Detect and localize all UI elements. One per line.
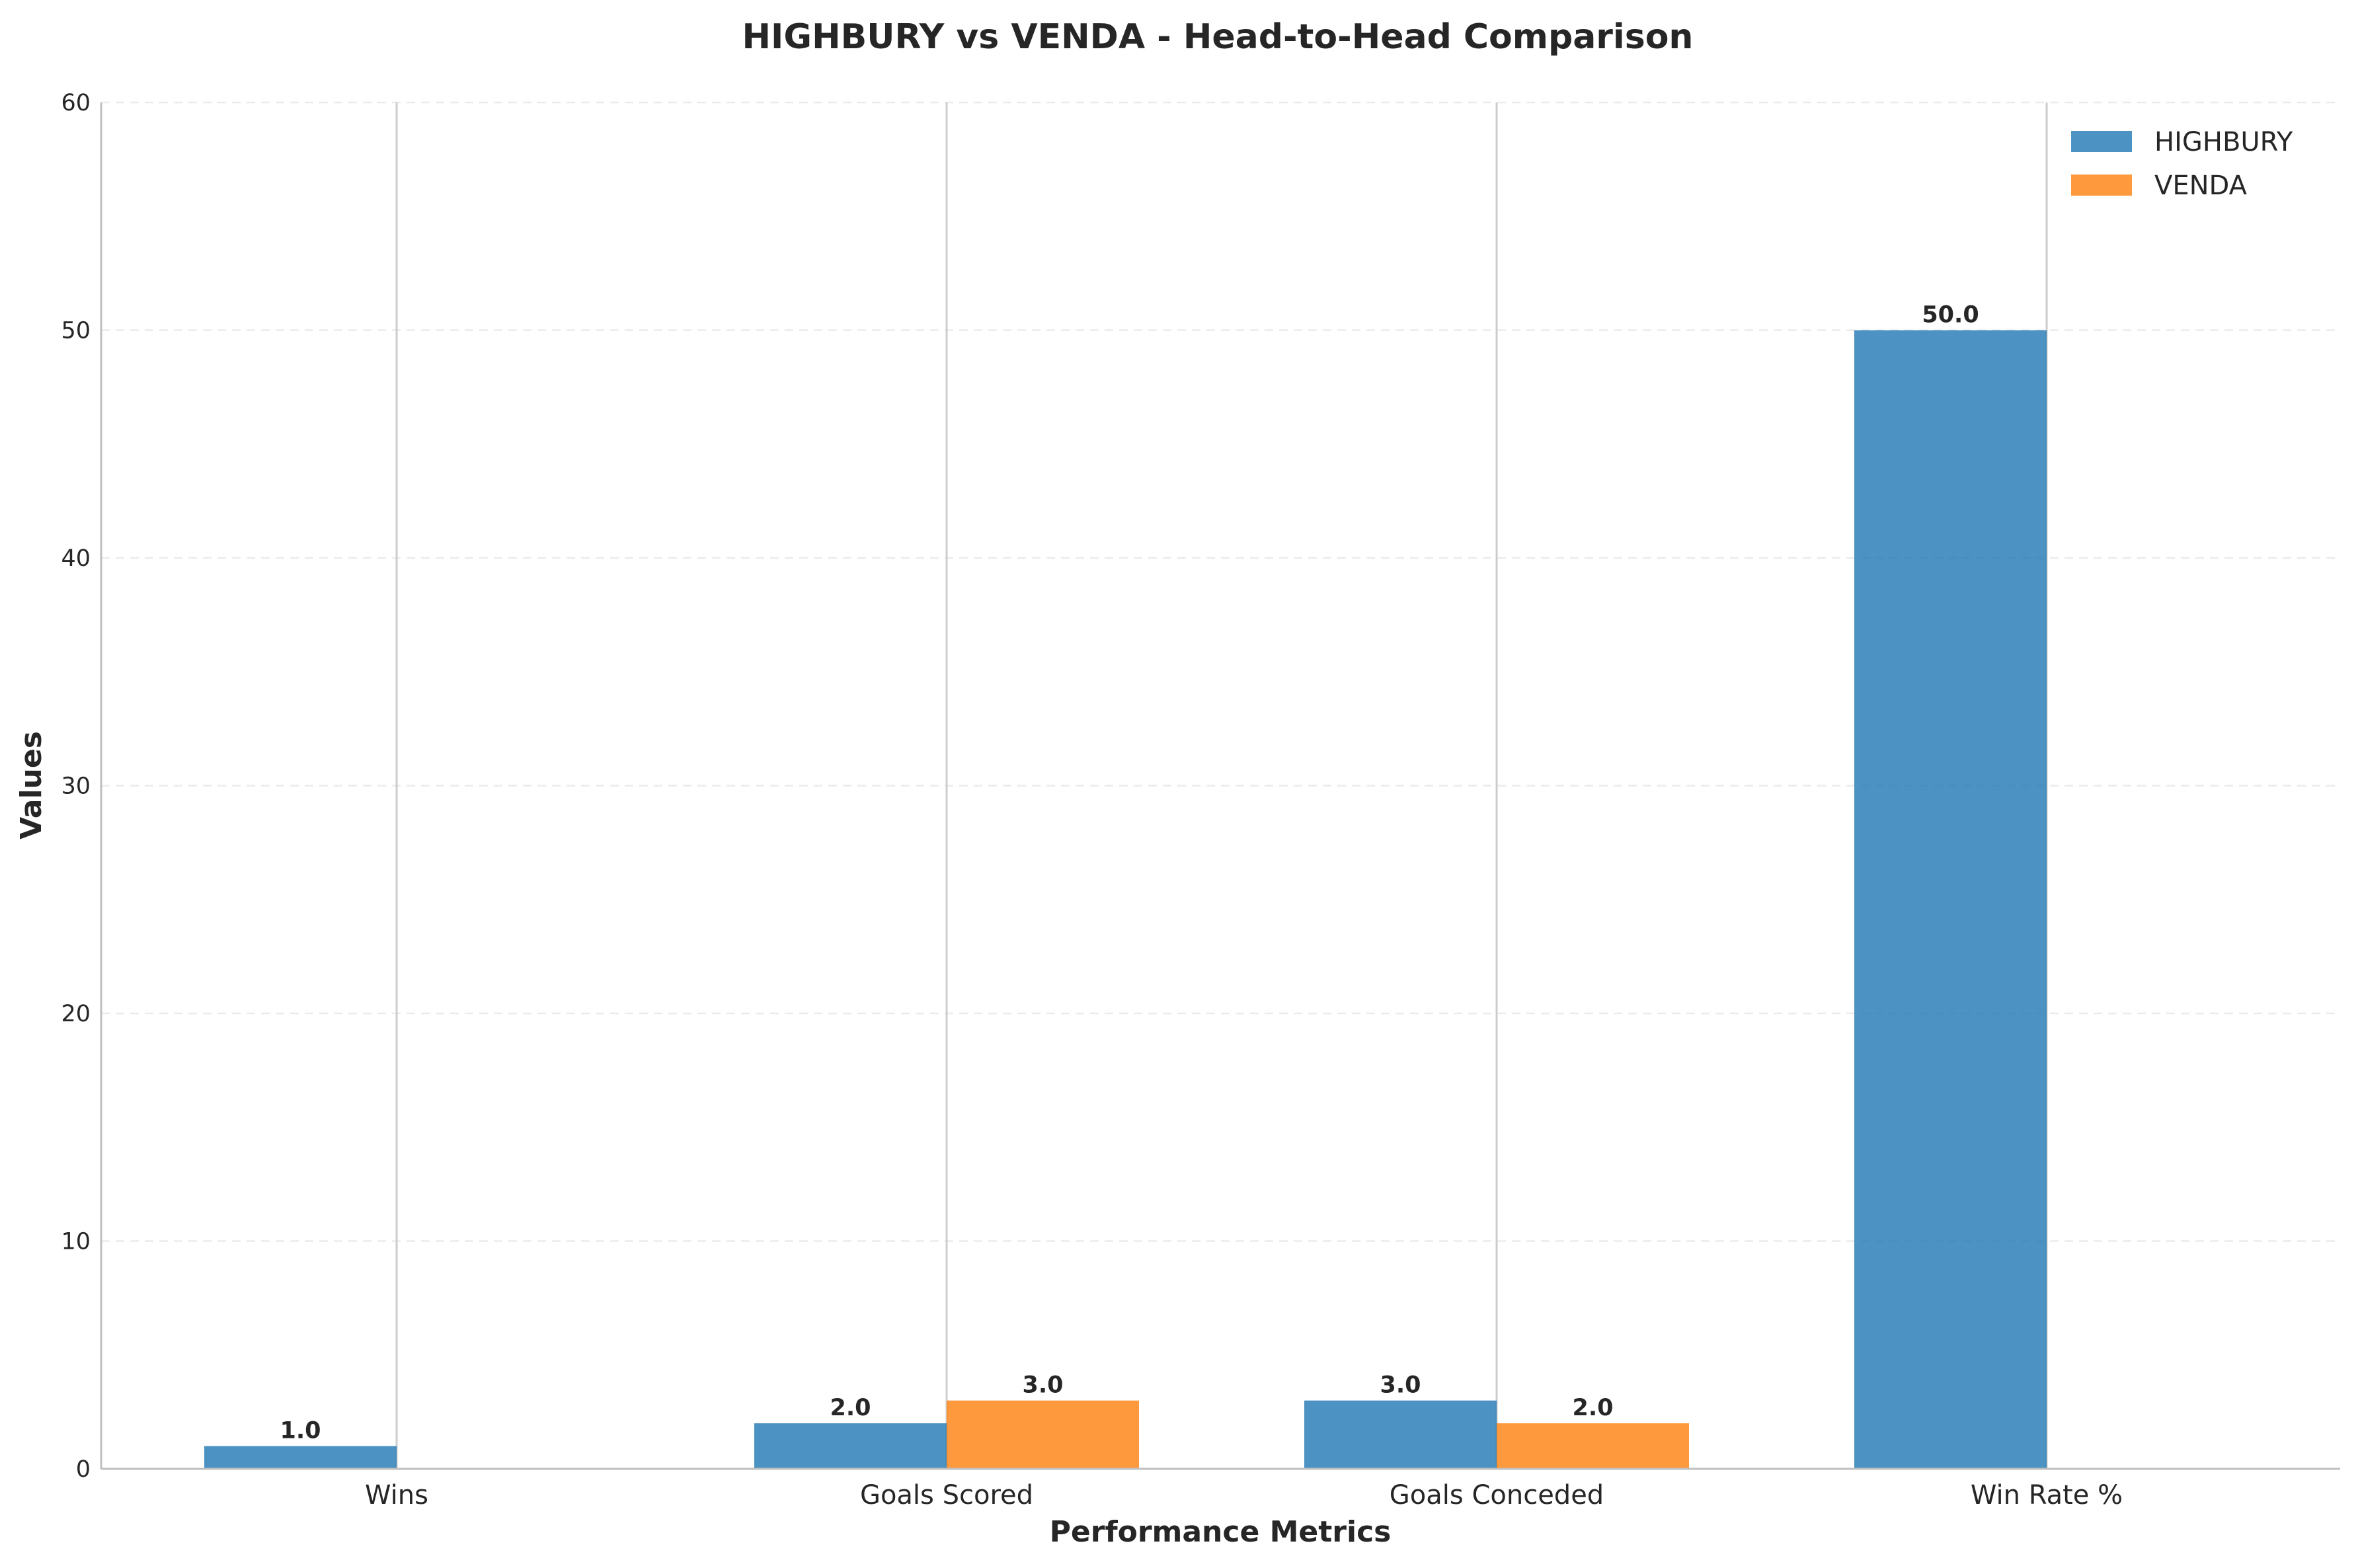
y-axis-title: Values	[15, 731, 48, 840]
legend: HIGHBURY VENDA	[2071, 127, 2293, 201]
bar-value-label: 50.0	[1922, 302, 1979, 329]
bar-highbury	[1304, 1400, 1497, 1469]
x-ticks: Wins Goals Scored Goals Conceded Win Rate %	[365, 1480, 2123, 1510]
y-tick-label: 0	[76, 1456, 91, 1483]
x-tick-label: Goals Conceded	[1390, 1480, 1604, 1510]
legend-label: HIGHBURY	[2154, 127, 2293, 157]
y-tick-label: 60	[61, 90, 91, 116]
legend-label: VENDA	[2154, 171, 2248, 201]
x-tick-label: Win Rate %	[1971, 1480, 2123, 1510]
bar-value-label: 2.0	[1572, 1395, 1613, 1421]
bar-value-label: 1.0	[280, 1418, 321, 1444]
value-labels: 1.0 2.0 3.0 50.0 3.0 2.0	[280, 302, 1979, 1444]
legend-swatch-venda	[2071, 175, 2132, 196]
axes	[100, 102, 2340, 1470]
y-tick-label: 50	[61, 318, 91, 344]
bar-venda	[947, 1400, 1139, 1469]
y-tick-label: 40	[61, 545, 91, 572]
x-tick-label: Goals Scored	[860, 1480, 1033, 1510]
x-axis-title: Performance Metrics	[1050, 1515, 1392, 1549]
x-tick-label: Wins	[365, 1480, 428, 1510]
bar-highbury	[1854, 330, 2047, 1469]
y-ticks: 0 10 20 30 40 50 60	[61, 90, 91, 1483]
bar-value-label: 2.0	[830, 1395, 871, 1421]
chart-title: HIGHBURY vs VENDA - Head-to-Head Compari…	[742, 17, 1694, 57]
bars	[204, 330, 2047, 1469]
bar-highbury	[204, 1446, 397, 1469]
legend-swatch-highbury	[2071, 131, 2132, 152]
y-tick-label: 30	[61, 773, 91, 800]
y-tick-label: 10	[61, 1229, 91, 1255]
bar-highbury	[754, 1423, 947, 1469]
y-tick-label: 20	[61, 1001, 91, 1027]
bar-value-label: 3.0	[1380, 1372, 1421, 1399]
bar-venda	[1497, 1423, 1689, 1469]
bar-value-label: 3.0	[1022, 1372, 1063, 1399]
